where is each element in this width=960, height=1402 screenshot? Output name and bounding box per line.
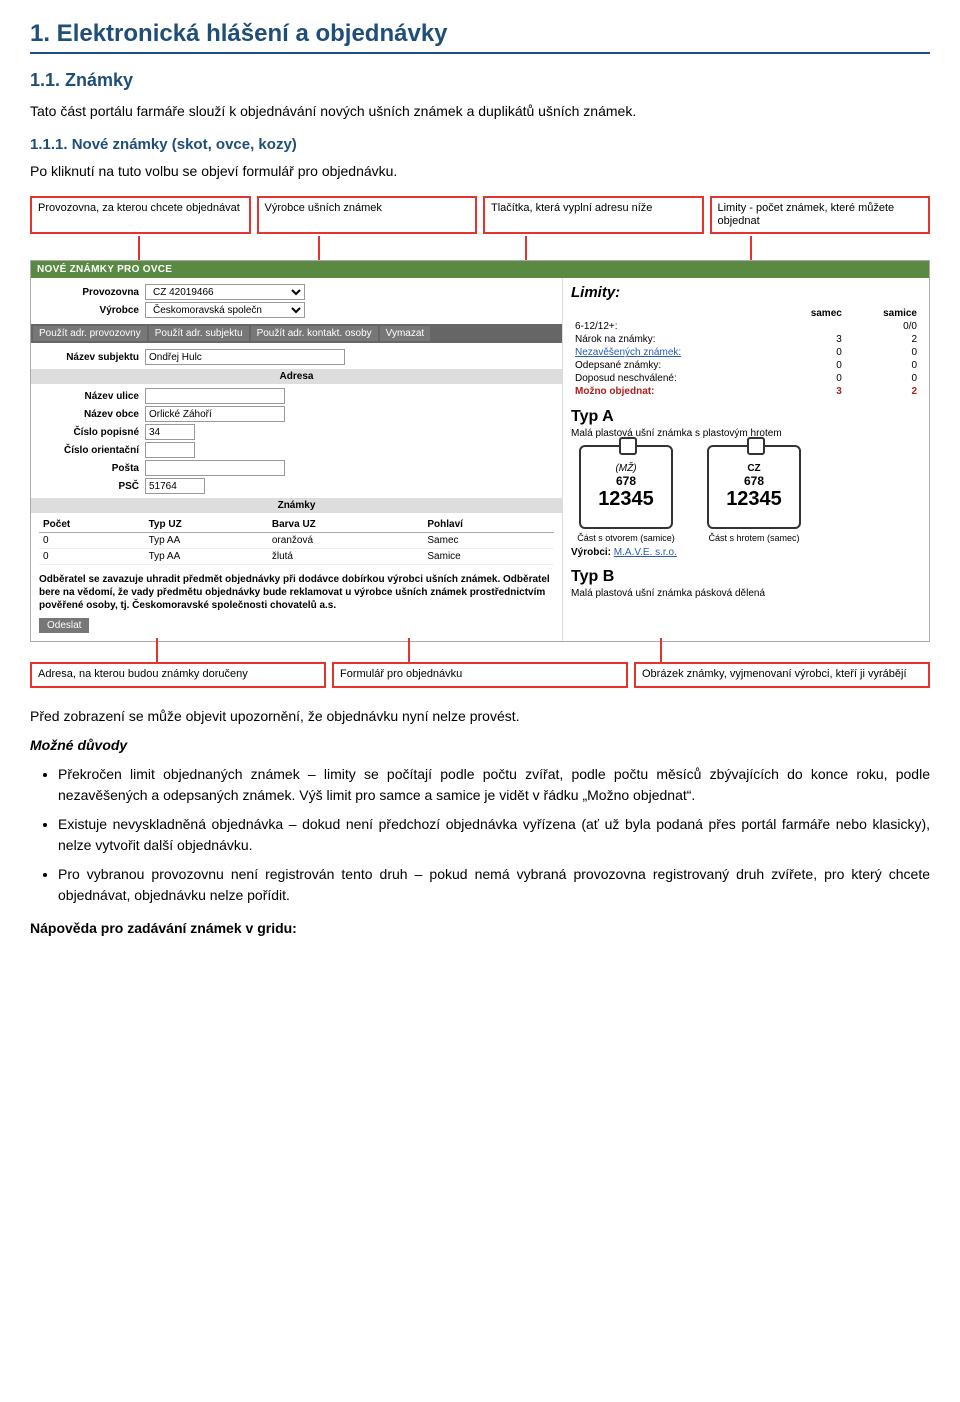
reasons-lead: Možné důvody — [30, 737, 127, 753]
input-cislo-orientacni[interactable] — [145, 442, 195, 458]
annotated-screenshot: Provozovna, za kterou chcete objednávat … — [30, 196, 930, 688]
btn-vymazat[interactable]: Vymazat — [380, 326, 431, 341]
callout-adresa: Adresa, na kterou budou známky doručeny — [30, 662, 326, 687]
warning-paragraph: Před zobrazení se může objevit upozorněn… — [30, 706, 930, 727]
table-row: 0 Typ AA žlutá Samice — [39, 549, 554, 565]
tag-sample-samice: (MŽ) 678 12345 Část s otvorem (samice) — [571, 445, 681, 543]
input-ulice[interactable] — [145, 388, 285, 404]
callout-formular: Formulář pro objednávku — [332, 662, 628, 687]
btn-adr-subjektu[interactable]: Použít adr. subjektu — [149, 326, 249, 341]
label-posta: Pošta — [39, 463, 145, 474]
form-title-bar: NOVÉ ZNÁMKY PRO OVCE — [31, 261, 929, 278]
list-item: Překročen limit objednaných známek – lim… — [58, 764, 930, 806]
label-ulice: Název ulice — [39, 391, 145, 402]
label-psc: PSČ — [39, 481, 145, 492]
tag-sample-samec: CZ 678 12345 Část s hrotem (samec) — [699, 445, 809, 543]
callout-provozovna: Provozovna, za kterou chcete objednávat — [30, 196, 251, 234]
input-psc[interactable] — [145, 478, 205, 494]
link-vyrobce-mave[interactable]: M.A.V.E. s.r.o. — [614, 547, 677, 558]
list-item: Pro vybranou provozovnu není registrován… — [58, 864, 930, 906]
limits-title: Limity: — [571, 284, 921, 301]
table-row: 0 Typ AA oranžová Samec — [39, 533, 554, 549]
help-heading: Nápověda pro zadávání známek v gridu: — [30, 918, 930, 939]
heading-1-1: 1.1. Známky — [30, 70, 930, 91]
label-cislo-orientacni: Číslo orientační — [39, 445, 145, 456]
limits-table: samecsamice 6-12/12+:0/0 Nárok na známky… — [571, 307, 921, 398]
list-item: Existuje nevyskladněná objednávka – doku… — [58, 814, 930, 856]
callout-tlacitka: Tlačítka, která vyplní adresu níže — [483, 196, 704, 234]
btn-adr-provozovny[interactable]: Použít adr. provozovny — [33, 326, 147, 341]
vyrobci-line: Výrobci: M.A.V.E. s.r.o. — [571, 547, 921, 558]
btn-adr-kontakt[interactable]: Použít adr. kontakt. osoby — [251, 326, 378, 341]
label-nazev-subjektu: Název subjektu — [39, 352, 145, 363]
col-barva: Barva UZ — [268, 517, 424, 533]
col-pohlavi: Pohlaví — [423, 517, 554, 533]
label-obec: Název obce — [39, 409, 145, 420]
input-obec[interactable] — [145, 406, 285, 422]
callout-obrazek: Obrázek známky, vyjmenovaní výrobci, kte… — [634, 662, 930, 687]
reasons-list: Překročen limit objednaných známek – lim… — [58, 764, 930, 906]
section-header-adresa: Adresa — [31, 369, 562, 384]
type-b-desc: Malá plastová ušní známka pásková dělená — [571, 588, 921, 599]
input-cislo-popisne[interactable] — [145, 424, 195, 440]
select-provozovna[interactable]: CZ 42019466 — [145, 284, 305, 300]
leaders-top — [30, 240, 930, 260]
callouts-top-row: Provozovna, za kterou chcete objednávat … — [30, 196, 930, 234]
link-nezavesenych[interactable]: Nezavěšených známek: — [571, 346, 776, 359]
heading-1-1-1: 1.1.1. Nové známky (skot, ovce, kozy) — [30, 136, 930, 153]
btn-odeslat[interactable]: Odeslat — [39, 618, 89, 633]
address-buttons-bar: Použít adr. provozovny Použít adr. subje… — [31, 324, 562, 343]
intro-paragraph: Tato část portálu farmáře slouží k objed… — [30, 101, 930, 122]
intro-paragraph-2: Po kliknutí na tuto volbu se objeví form… — [30, 161, 930, 182]
type-b-title: Typ B — [571, 568, 921, 586]
label-vyrobce: Výrobce — [39, 305, 145, 316]
leaders-bottom — [30, 642, 930, 662]
select-vyrobce[interactable]: Českomoravská společn — [145, 302, 305, 318]
label-cislo-popisne: Číslo popisné — [39, 427, 145, 438]
disclaimer-text: Odběratel se zavazuje uhradit předmět ob… — [39, 573, 554, 612]
input-posta[interactable] — [145, 460, 285, 476]
form-screenshot: NOVÉ ZNÁMKY PRO OVCE Provozovna CZ 42019… — [30, 260, 930, 642]
heading-1: 1. Elektronická hlášení a objednávky — [30, 20, 930, 54]
label-provozovna: Provozovna — [39, 287, 145, 298]
section-header-znamky: Známky — [31, 498, 562, 513]
type-a-title: Typ A — [571, 408, 921, 426]
callout-limity: Limity - počet známek, které můžete obje… — [710, 196, 931, 234]
input-nazev-subjektu[interactable] — [145, 349, 345, 365]
col-typ: Typ UZ — [145, 517, 268, 533]
callouts-bottom-row: Adresa, na kterou budou známky doručeny … — [30, 662, 930, 687]
znamky-table: Počet Typ UZ Barva UZ Pohlaví 0 Typ AA o… — [39, 517, 554, 565]
callout-vyrobce: Výrobce ušních známek — [257, 196, 478, 234]
col-pocet: Počet — [39, 517, 145, 533]
